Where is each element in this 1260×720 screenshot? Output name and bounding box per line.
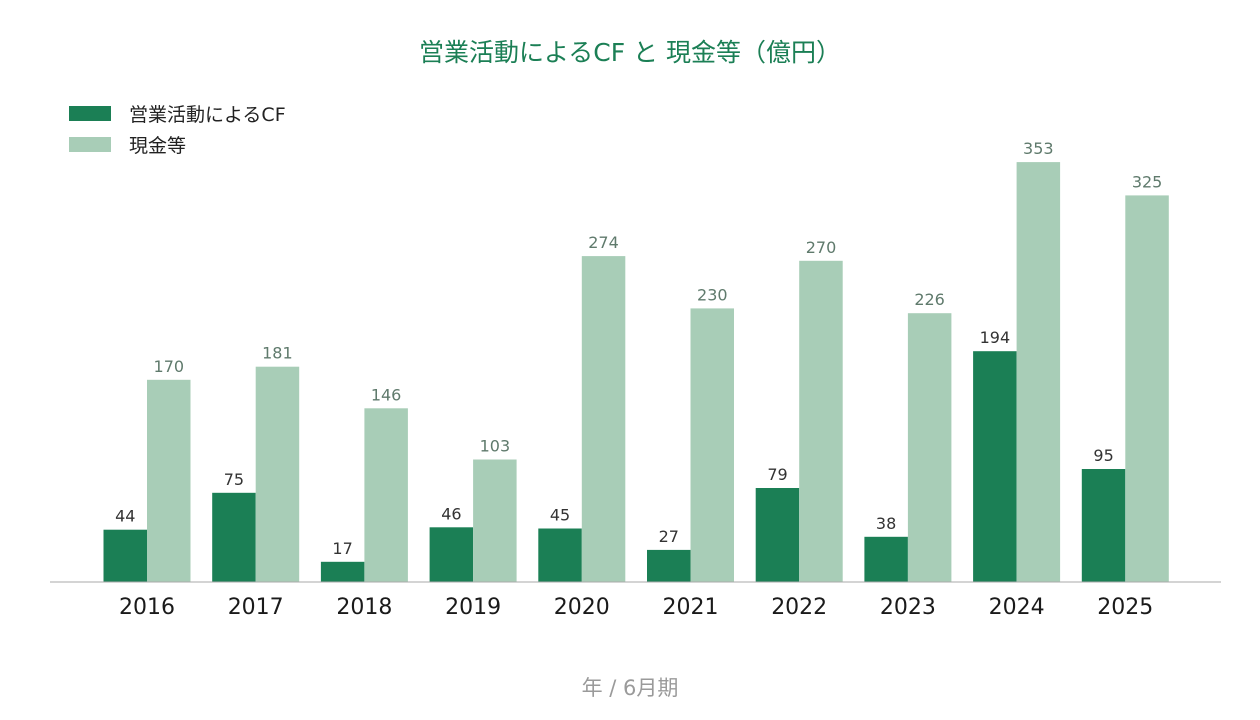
value-label-cash-2016: 170 [154,357,185,376]
bar-operating-cf-2016 [103,529,147,582]
bar-cash-2023 [907,313,952,582]
bars-group [103,162,1169,582]
bar-cash-2025 [1125,195,1169,582]
value-label-operating-cf-2019: 46 [441,504,461,523]
value-label-cash-2025: 325 [1132,172,1163,191]
bar-cash-2021 [690,308,734,582]
bar-cash-2017 [255,366,300,582]
value-label-cash-2022: 270 [806,238,837,257]
x-tick-label-2025: 2025 [1097,595,1153,620]
value-label-cash-2019: 103 [480,437,511,456]
bar-cash-2018 [364,408,408,582]
value-label-cash-2018: 146 [371,385,402,404]
bar-operating-cf-2018 [320,561,365,582]
value-label-cash-2020: 274 [588,233,619,252]
value-label-operating-cf-2024: 194 [980,328,1011,347]
legend-swatch-cash [69,137,111,152]
value-label-cash-2023: 226 [914,290,945,309]
value-label-operating-cf-2016: 44 [115,507,135,526]
x-tick-label-2017: 2017 [228,595,284,620]
bar-operating-cf-2022 [755,488,800,582]
bar-operating-cf-2023 [864,536,908,582]
legend-label-operating-cf: 営業活動によるCF [129,104,286,126]
legend-label-cash: 現金等 [129,135,186,157]
bar-cash-2019 [473,459,517,582]
bar-cash-2016 [147,379,191,582]
value-label-cash-2021: 230 [697,285,728,304]
value-label-operating-cf-2023: 38 [876,514,896,533]
value-label-operating-cf-2020: 45 [550,506,570,525]
bar-operating-cf-2017 [212,492,256,582]
value-label-operating-cf-2022: 79 [767,465,787,484]
value-label-operating-cf-2017: 75 [224,470,244,489]
bar-cash-2020 [581,256,626,582]
x-tick-label-2018: 2018 [336,595,392,620]
bar-operating-cf-2020 [538,528,582,582]
value-label-cash-2024: 353 [1023,139,1054,158]
value-label-operating-cf-2021: 27 [659,527,679,546]
bar-cash-2022 [799,260,843,582]
x-tick-label-2021: 2021 [663,595,719,620]
bar-operating-cf-2021 [647,549,691,582]
x-axis-title: 年 / 6月期 [582,676,679,700]
value-label-operating-cf-2018: 17 [332,539,352,558]
bar-operating-cf-2025 [1081,469,1126,582]
value-label-operating-cf-2025: 95 [1093,446,1113,465]
x-tick-label-2024: 2024 [989,595,1045,620]
x-tick-label-2023: 2023 [880,595,936,620]
x-axis-ticks: 2016 2017 2018 2019 2020 2021 2022 2023 2024 2025 [119,595,1153,620]
legend: 営業活動によるCF 現金等 [69,104,286,157]
legend-swatch-operating-cf [69,106,111,121]
bar-operating-cf-2019 [429,527,474,582]
x-tick-label-2022: 2022 [771,595,827,620]
bar-cash-2024 [1016,162,1061,582]
x-tick-label-2016: 2016 [119,595,175,620]
value-label-cash-2017: 181 [262,344,293,363]
value-labels-group: 44 170 75 181 17 146 46 103 45 274 27 230 79 270 38 226… [115,139,1162,558]
chart-title: 営業活動によるCF と 現金等（億円） [419,38,841,67]
x-tick-label-2020: 2020 [554,595,610,620]
bar-operating-cf-2024 [973,351,1017,582]
x-tick-label-2019: 2019 [445,595,501,620]
